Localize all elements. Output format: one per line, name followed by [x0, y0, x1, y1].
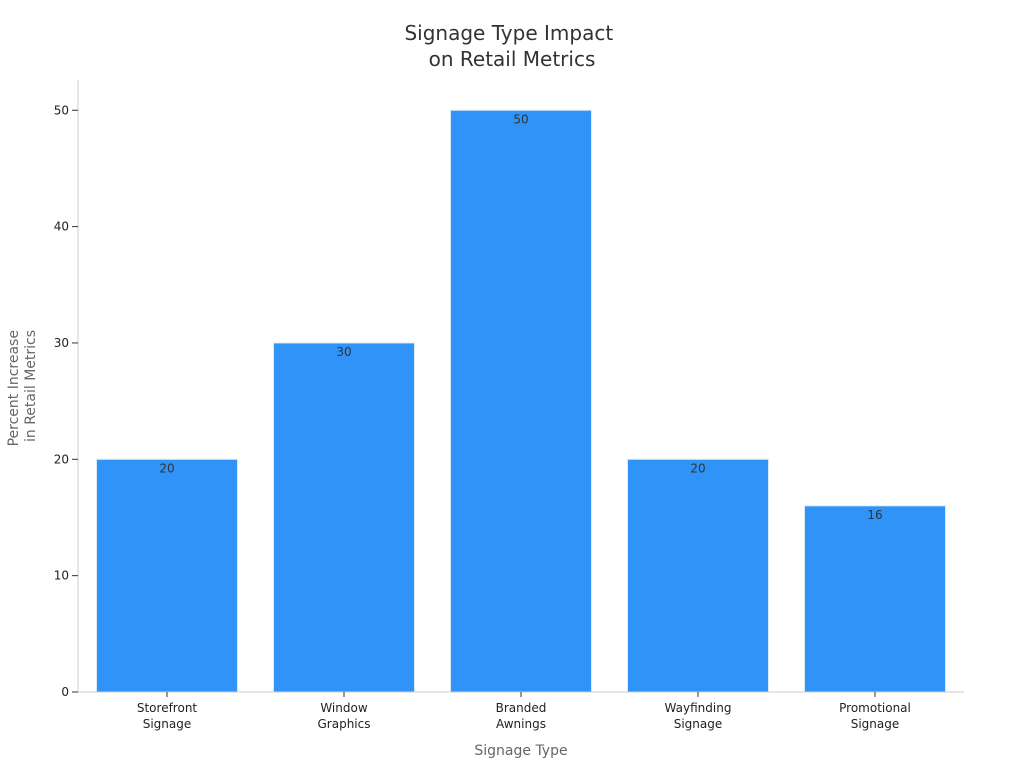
x-ticks: Storefront Signage Window Graphics Branded Aw…	[137, 692, 911, 731]
x-tick-label-2-line-2: Awnings	[496, 717, 546, 731]
x-tick-label-0: Storefront Signage	[137, 701, 198, 731]
data-label-0: 20	[159, 461, 174, 475]
bar-3	[627, 458, 769, 693]
chart-title-line-1: Signage Type Impact	[404, 21, 613, 45]
bar-4	[804, 505, 946, 693]
data-label-3: 20	[690, 461, 705, 475]
x-tick-label-2: Branded Awnings	[496, 701, 547, 731]
x-tick-label-4: Promotional Signage	[839, 701, 911, 731]
x-tick-label-3-line-2: Signage	[674, 717, 723, 731]
bar-0	[96, 458, 238, 693]
y-tick-label-3: 30	[54, 336, 69, 350]
data-label-2: 50	[513, 112, 528, 126]
bar-1	[273, 342, 415, 693]
chart-title: Signage Type Impact on Retail Metrics	[404, 21, 619, 71]
y-ticks: 0 10 20 30 40 50	[54, 103, 78, 699]
x-tick-label-0-line-2: Signage	[143, 717, 192, 731]
x-tick-label-0-line-1: Storefront	[137, 701, 198, 715]
data-label-4: 16	[867, 508, 882, 522]
data-labels: 20 30 50 20 16	[159, 112, 882, 522]
chart-title-line-2: on Retail Metrics	[429, 47, 596, 71]
bars	[96, 109, 946, 693]
y-tick-label-4: 40	[54, 220, 69, 234]
x-tick-label-4-line-2: Signage	[851, 717, 900, 731]
y-axis-title-line-2: in Retail Metrics	[23, 330, 39, 442]
x-tick-label-1-line-1: Window	[320, 701, 368, 715]
y-axis-title-line-1: Percent Increase	[6, 330, 22, 446]
y-tick-label-2: 20	[54, 452, 69, 466]
data-label-1: 30	[336, 345, 351, 359]
y-tick-label-5: 50	[54, 103, 69, 117]
bar-2	[450, 109, 592, 693]
x-tick-label-1-line-2: Graphics	[318, 717, 371, 731]
x-tick-label-3: Wayfinding Signage	[665, 701, 732, 731]
x-tick-label-4-line-1: Promotional	[839, 701, 911, 715]
y-tick-label-0: 0	[61, 685, 69, 699]
x-tick-label-1: Window Graphics	[318, 701, 371, 731]
x-tick-label-3-line-1: Wayfinding	[665, 701, 732, 715]
y-axis-title: Percent Increase in Retail Metrics	[6, 326, 39, 447]
x-tick-label-2-line-1: Branded	[496, 701, 547, 715]
x-axis-title: Signage Type	[474, 743, 567, 759]
y-tick-label-1: 10	[54, 569, 69, 583]
